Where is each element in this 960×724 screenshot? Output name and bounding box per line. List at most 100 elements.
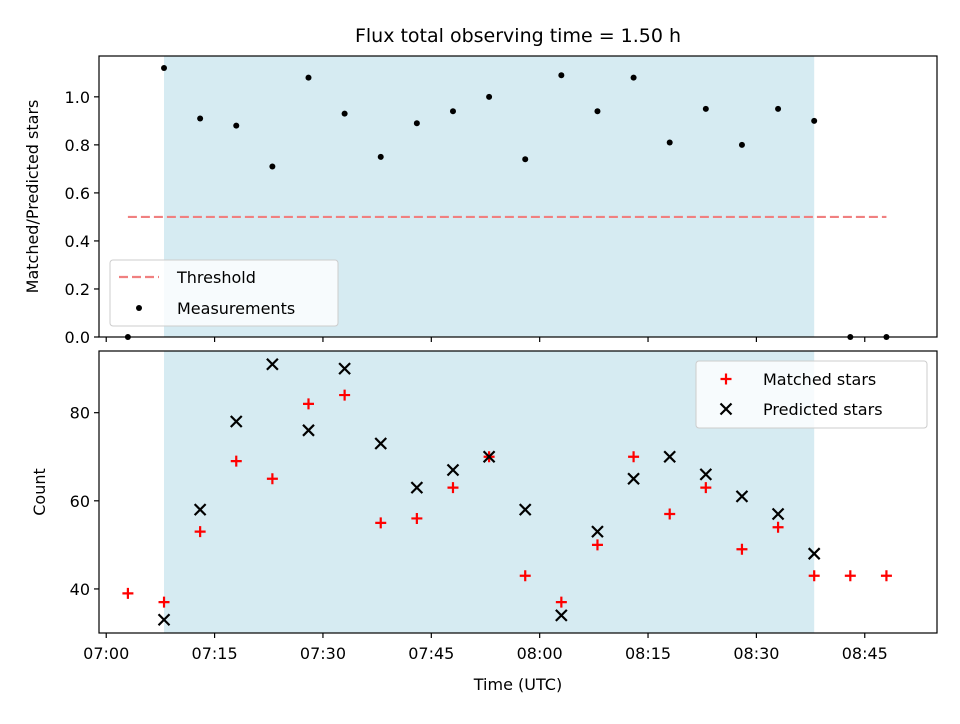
chart-title: Flux total observing time = 1.50 h — [355, 25, 681, 47]
x-tick-label: 07:45 — [408, 644, 454, 663]
y-tick-label: 60 — [70, 492, 90, 511]
x-axis-label: Time (UTC) — [473, 675, 562, 694]
data-point — [700, 482, 712, 494]
data-point — [735, 490, 749, 503]
data-point — [486, 93, 493, 100]
y-tick-label: 40 — [70, 580, 90, 599]
ratio-panel: 0.0 0.2 0.4 0.6 0.8 1.0 Matched/Predicted star… — [23, 25, 938, 347]
data-point — [269, 163, 276, 170]
data-point — [591, 525, 604, 538]
data-point — [266, 473, 278, 485]
x-tick-label: 07:00 — [83, 644, 129, 663]
data-point — [233, 122, 240, 129]
axes-frame — [98, 350, 938, 634]
data-point — [447, 482, 459, 494]
x-tick-label: 08:00 — [517, 644, 563, 663]
y-tick-label: 80 — [70, 404, 90, 423]
data-point — [627, 472, 640, 486]
legend-measurements-label: Measurements — [177, 299, 295, 318]
data-point — [555, 596, 567, 608]
axes-frame — [98, 55, 938, 338]
data-point — [736, 543, 748, 555]
series-measurements — [124, 65, 890, 340]
legend-series-label: Predicted stars — [763, 400, 883, 419]
data-point — [811, 117, 818, 124]
data-point — [666, 139, 673, 146]
x-tick-label: 08:15 — [625, 644, 671, 663]
data-point — [230, 455, 242, 467]
legend-threshold-label: Threshold — [176, 268, 256, 287]
legend-box — [695, 360, 928, 429]
data-point — [880, 570, 892, 582]
legend-box — [109, 259, 339, 327]
data-point — [558, 72, 565, 79]
y-tick-label: 0.6 — [65, 184, 90, 203]
x-tick-label: 08:45 — [842, 644, 888, 663]
data-point — [339, 389, 351, 401]
data-point — [628, 451, 640, 463]
data-point — [771, 507, 785, 521]
data-point — [158, 596, 170, 608]
data-point — [844, 570, 856, 582]
legend: Threshold Measurements — [109, 259, 339, 327]
data-point — [375, 517, 387, 529]
data-point — [772, 521, 784, 533]
data-point — [161, 65, 168, 72]
x-tick-label: 08:30 — [733, 644, 779, 663]
data-point — [193, 503, 207, 516]
series-matched-stars — [122, 389, 892, 608]
data-point — [449, 108, 456, 115]
data-point — [775, 105, 782, 112]
count-panel: 40 60 80 07:00 07:15 07:30 07:45 08:00 08:15 08:3… — [30, 350, 938, 694]
data-point — [194, 526, 206, 538]
y-axis-label: Count — [30, 468, 49, 516]
y-tick-label: 0.4 — [65, 232, 90, 251]
x-tick-label: 07:15 — [192, 644, 238, 663]
legend-x-swatch — [719, 402, 733, 416]
data-point — [266, 357, 279, 371]
data-point — [663, 450, 676, 464]
legend-measurements-swatch — [136, 305, 142, 311]
y-tick-label: 0.0 — [65, 328, 90, 347]
series-predicted-stars — [157, 357, 821, 627]
data-point — [229, 415, 243, 428]
data-point — [522, 156, 529, 163]
data-point — [157, 613, 171, 627]
data-point — [519, 570, 531, 582]
data-point — [555, 609, 568, 622]
data-points — [124, 65, 890, 340]
data-point — [302, 424, 315, 437]
data-point — [305, 74, 312, 81]
data-point — [303, 398, 314, 410]
data-point — [446, 463, 460, 477]
data-point — [410, 481, 424, 494]
data-point — [518, 503, 532, 516]
y-axis-label: Matched/Predicted stars — [23, 100, 42, 294]
data-point — [702, 105, 709, 112]
data-point — [808, 570, 820, 582]
data-points — [122, 357, 892, 627]
data-point — [664, 508, 676, 520]
data-point — [699, 468, 713, 481]
y-tick-label: 1.0 — [65, 88, 90, 107]
data-point — [411, 512, 423, 524]
data-point — [377, 153, 384, 160]
data-point — [482, 450, 496, 464]
y-tick-label: 0.2 — [65, 280, 90, 299]
data-point — [413, 120, 420, 127]
data-point — [807, 547, 821, 560]
data-point — [341, 110, 348, 117]
x-tick-label: 07:30 — [300, 644, 346, 663]
data-point — [630, 74, 637, 81]
data-point — [197, 115, 204, 122]
data-point — [594, 108, 601, 115]
data-point — [122, 587, 134, 599]
y-tick-label: 0.8 — [65, 136, 90, 155]
data-point — [591, 539, 603, 551]
legend-plus-swatch — [720, 373, 732, 385]
legend-series-label: Matched stars — [763, 370, 876, 389]
data-point — [738, 141, 745, 148]
legend: Matched stars Predicted stars — [695, 360, 928, 429]
data-point — [338, 362, 351, 375]
